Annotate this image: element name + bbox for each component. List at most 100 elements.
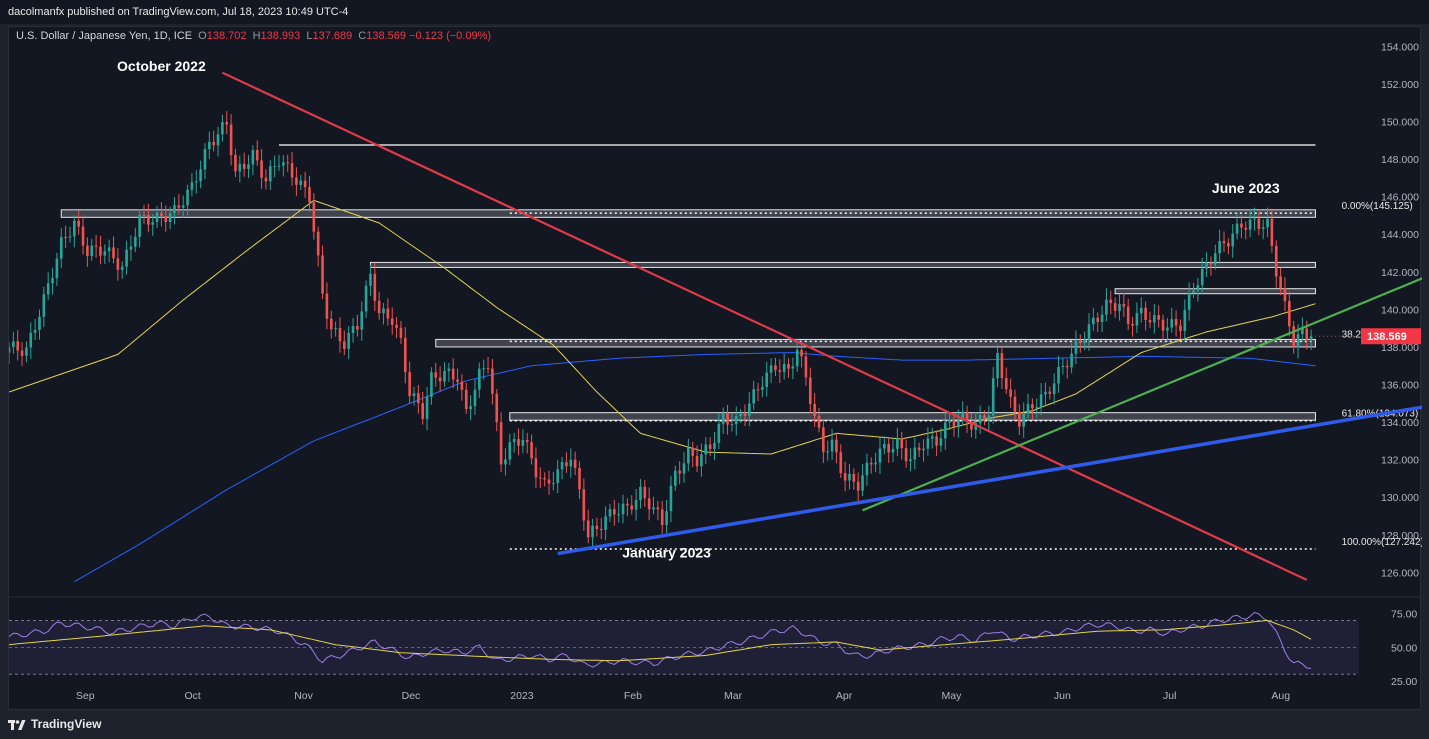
candle-body	[364, 285, 368, 312]
high-label: H	[252, 30, 261, 42]
candle	[1183, 299, 1187, 340]
candle	[417, 385, 420, 414]
candle-body	[813, 404, 816, 417]
candle	[1131, 316, 1134, 337]
candle	[86, 237, 89, 267]
candle	[1213, 244, 1217, 270]
candle	[29, 322, 33, 359]
candle	[1118, 293, 1121, 321]
candle	[1157, 305, 1160, 328]
candle-body	[312, 202, 316, 232]
time-tick-label: Nov	[294, 690, 313, 702]
candle-body	[530, 442, 533, 459]
close-label: C	[358, 30, 367, 42]
candle	[160, 202, 163, 227]
candle-body	[917, 447, 921, 451]
candle-body	[1157, 315, 1160, 320]
candle	[660, 501, 664, 534]
candle	[643, 479, 647, 507]
candle-body	[1174, 319, 1178, 326]
time-tick-label: Aug	[1271, 690, 1290, 702]
candle-body	[739, 413, 742, 417]
candle	[64, 225, 67, 249]
candle	[120, 261, 124, 279]
candle	[260, 149, 263, 189]
candle	[68, 226, 72, 243]
chart-panel[interactable]: 126.000 128.000 130.000 132.000 134.000 136.0…	[8, 26, 1422, 711]
price-tick-label: 146.000	[1381, 192, 1419, 204]
candle	[473, 379, 477, 415]
candle-body	[1283, 288, 1287, 301]
candle	[996, 344, 999, 388]
candle	[1309, 329, 1313, 351]
candle-body	[525, 440, 529, 443]
tradingview-logo[interactable]: TradingView	[8, 717, 101, 731]
candle-body	[660, 509, 664, 525]
candle	[608, 503, 612, 522]
candle-body	[295, 177, 298, 185]
candle-body	[290, 163, 294, 178]
candle-body	[390, 318, 394, 325]
candle	[1148, 311, 1152, 329]
candle	[107, 239, 111, 263]
candle	[704, 437, 708, 465]
candle	[569, 448, 573, 478]
candle-body	[194, 181, 198, 183]
chart-canvas[interactable]: 126.000 128.000 130.000 132.000 134.000 136.0…	[9, 27, 1422, 711]
candle	[1266, 207, 1269, 238]
candle-body	[1205, 262, 1208, 269]
candle	[613, 499, 616, 526]
open-label: O	[198, 30, 207, 42]
candle	[939, 428, 943, 452]
candle	[351, 318, 355, 343]
candle	[373, 262, 377, 311]
candle	[59, 228, 63, 268]
candle	[800, 340, 803, 368]
candle-body	[434, 372, 438, 378]
candle	[665, 499, 668, 534]
candle-body	[360, 311, 364, 330]
candle	[795, 338, 799, 372]
candle	[343, 330, 346, 355]
candle-body	[1270, 218, 1274, 246]
candle	[791, 357, 795, 380]
fibonacci-levels: 0.00%(145.125)38.20%(138.294)61.80%(134.…	[509, 201, 1422, 550]
candle	[1083, 331, 1086, 351]
chart-annotation: June 2023	[1212, 180, 1280, 196]
candle	[560, 456, 564, 480]
candle	[913, 437, 917, 470]
chart-annotation: October 2022	[117, 58, 206, 74]
candle-body	[160, 212, 163, 217]
candle-body	[382, 308, 385, 314]
candle	[112, 236, 115, 264]
candle	[1270, 208, 1274, 253]
candle-body	[334, 328, 337, 330]
candle	[734, 406, 738, 436]
candle	[835, 432, 838, 464]
candle-body	[1100, 314, 1104, 322]
candle-body	[86, 245, 89, 256]
candle-body	[464, 389, 468, 410]
candle-body	[94, 245, 98, 247]
candle-body	[1087, 324, 1091, 340]
candle-body	[643, 486, 647, 499]
candle	[1170, 307, 1174, 333]
candle	[948, 412, 951, 430]
candle	[142, 204, 146, 225]
candle	[1074, 330, 1078, 365]
candle	[382, 302, 385, 325]
candle-body	[1139, 307, 1143, 314]
candle	[464, 382, 468, 414]
candle	[1231, 223, 1235, 258]
candle	[595, 517, 599, 537]
candle-body	[495, 393, 499, 423]
candle	[434, 362, 438, 387]
candle	[1100, 305, 1104, 333]
candle	[164, 205, 168, 232]
candle-body	[787, 363, 790, 369]
candle-body	[447, 368, 451, 371]
candle	[504, 448, 507, 476]
candle	[599, 517, 603, 540]
candle-body	[756, 389, 760, 391]
candle	[12, 331, 15, 354]
